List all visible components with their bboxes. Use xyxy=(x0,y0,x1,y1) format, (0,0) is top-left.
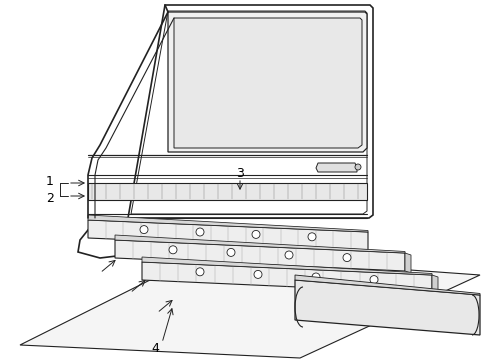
Text: 1: 1 xyxy=(46,175,54,188)
Circle shape xyxy=(196,228,204,236)
Circle shape xyxy=(355,164,361,170)
Polygon shape xyxy=(115,240,405,271)
Polygon shape xyxy=(88,220,368,250)
Polygon shape xyxy=(115,235,405,253)
Circle shape xyxy=(312,273,320,281)
Circle shape xyxy=(196,268,204,276)
Circle shape xyxy=(343,253,351,262)
Polygon shape xyxy=(316,163,357,172)
Polygon shape xyxy=(20,255,480,358)
Text: 4: 4 xyxy=(151,342,159,355)
Circle shape xyxy=(140,226,148,234)
Polygon shape xyxy=(142,262,432,293)
Circle shape xyxy=(254,270,262,278)
Polygon shape xyxy=(131,11,367,214)
Polygon shape xyxy=(405,253,411,273)
Circle shape xyxy=(285,251,293,259)
Circle shape xyxy=(169,246,177,254)
Polygon shape xyxy=(88,183,367,200)
Circle shape xyxy=(370,276,378,284)
Circle shape xyxy=(227,248,235,256)
Circle shape xyxy=(252,230,260,238)
Polygon shape xyxy=(432,275,438,295)
Polygon shape xyxy=(78,5,373,258)
Text: 2: 2 xyxy=(46,192,54,204)
Polygon shape xyxy=(142,257,432,275)
Polygon shape xyxy=(295,280,480,335)
Polygon shape xyxy=(174,18,362,148)
Circle shape xyxy=(308,233,316,241)
Text: 3: 3 xyxy=(236,166,244,180)
Polygon shape xyxy=(88,215,368,232)
Polygon shape xyxy=(295,275,480,295)
Polygon shape xyxy=(168,12,367,152)
